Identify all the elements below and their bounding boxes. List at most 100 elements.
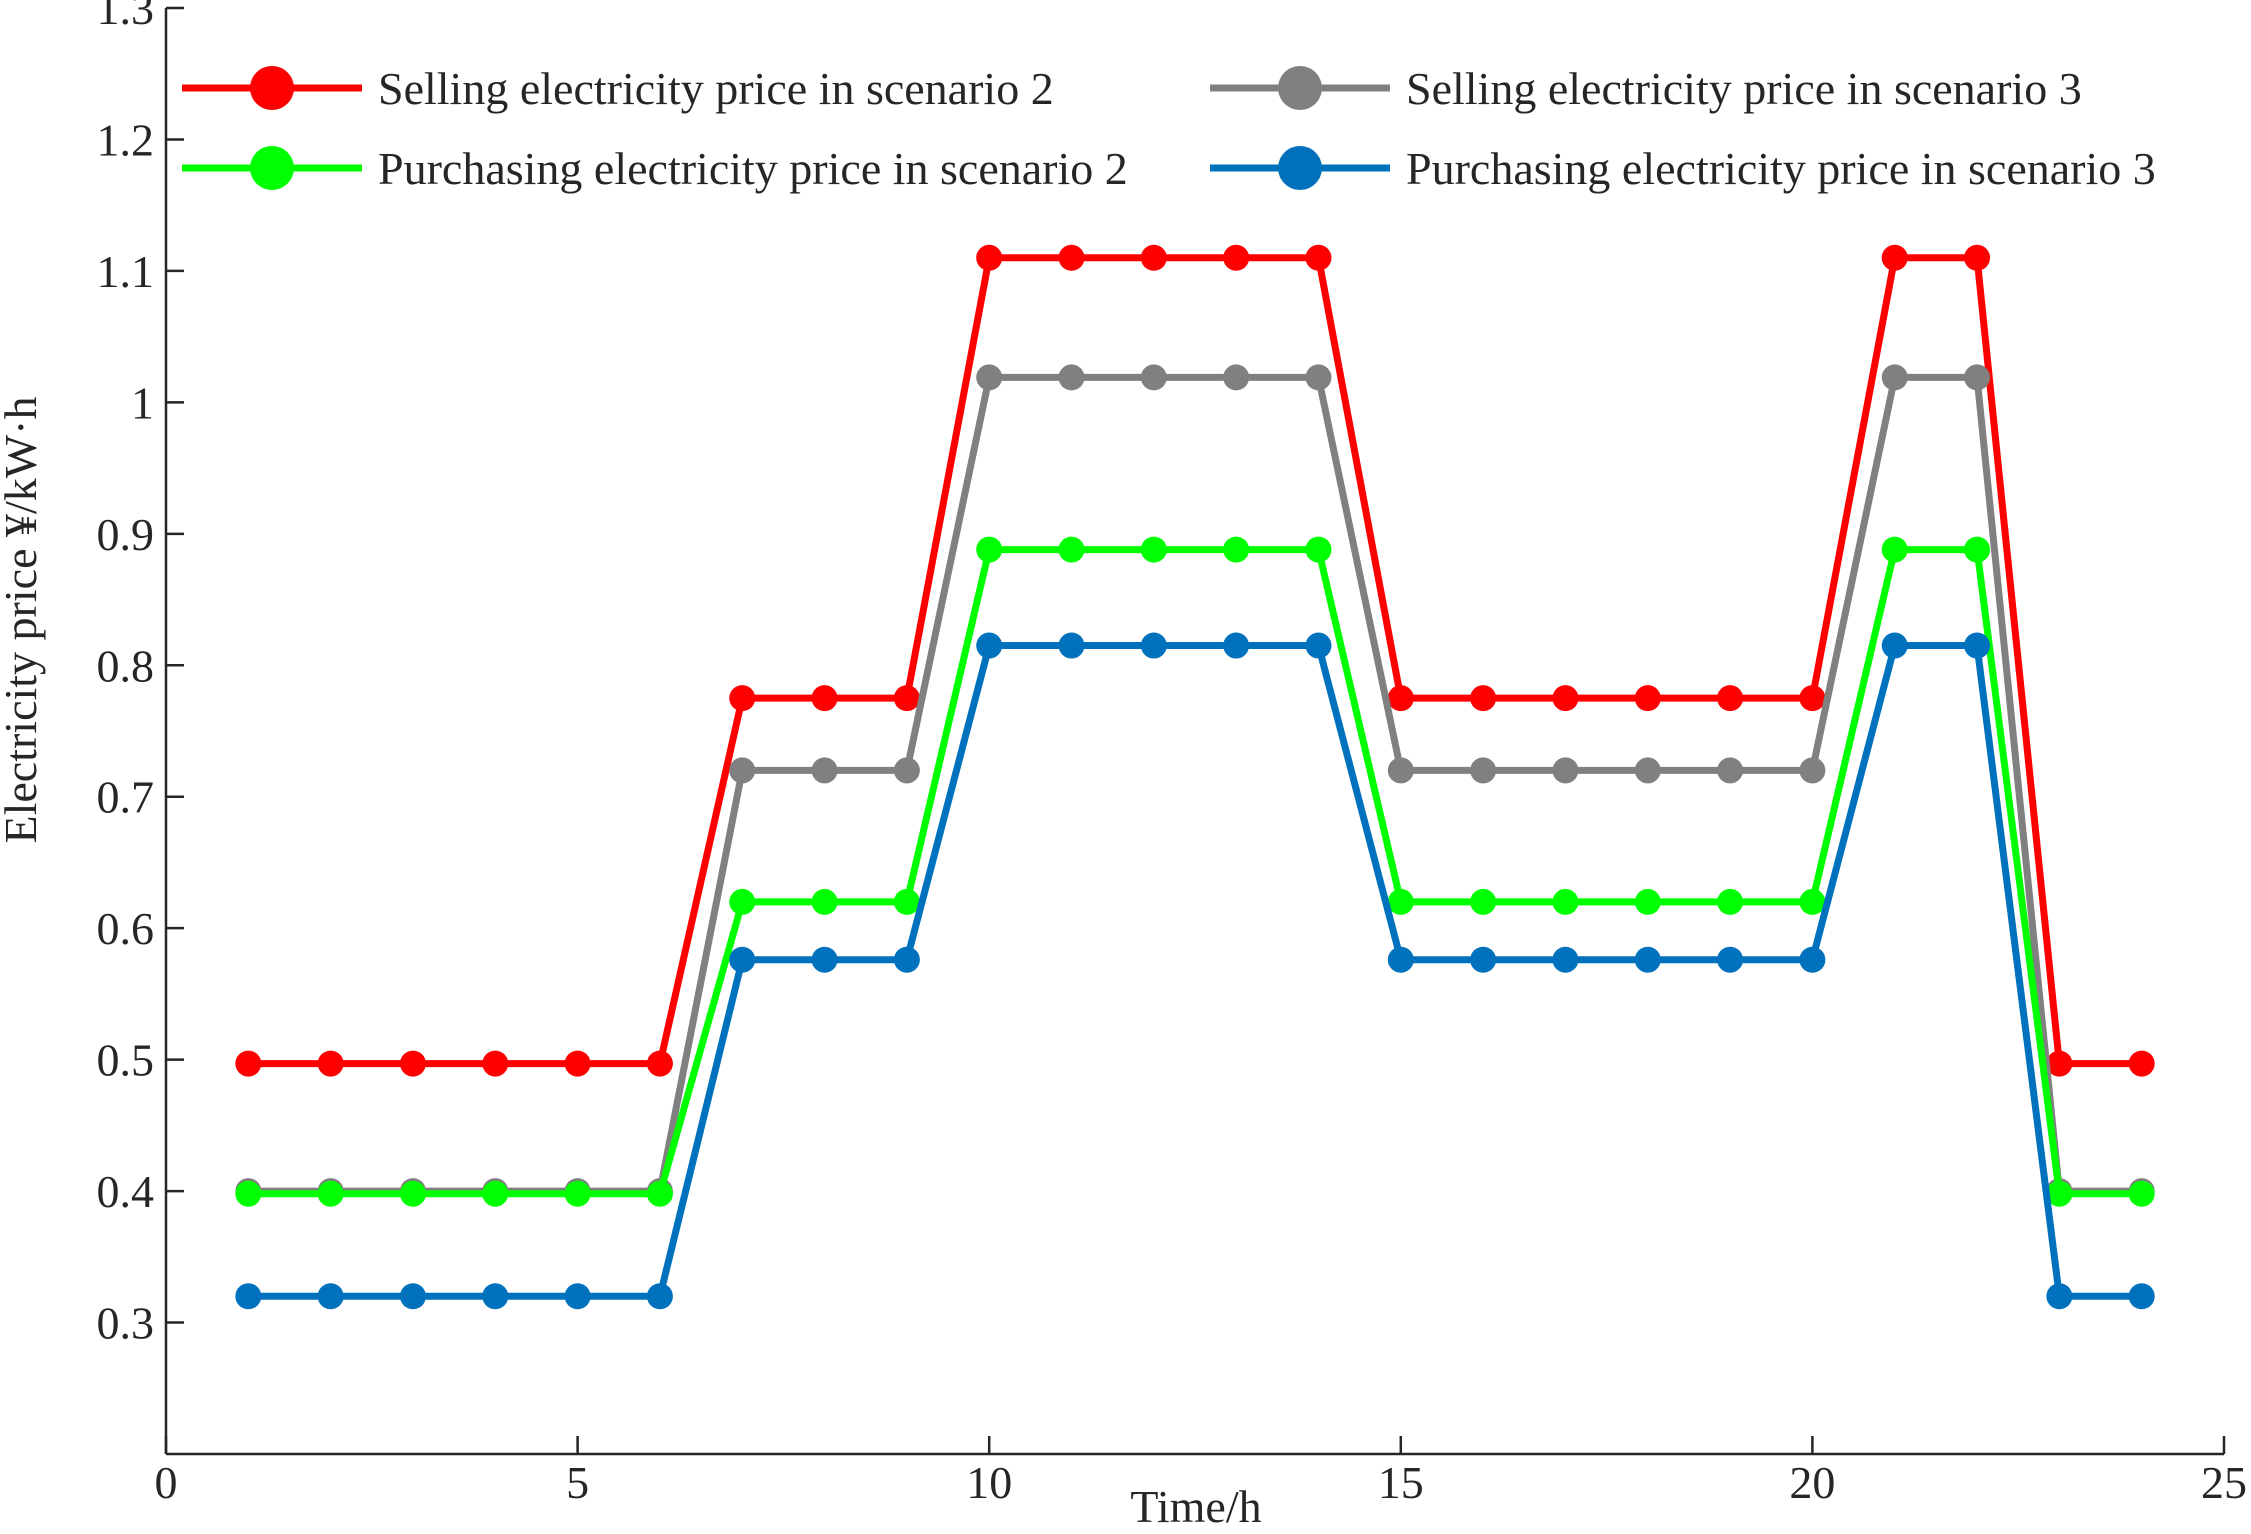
data-point	[399, 1283, 426, 1310]
data-point	[1881, 244, 1908, 271]
data-point	[1305, 364, 1332, 391]
series-line	[248, 254, 2142, 1068]
data-point	[811, 946, 838, 973]
data-point	[976, 244, 1003, 271]
data-point	[564, 1050, 591, 1077]
series-1	[235, 244, 2155, 1077]
data-point	[2128, 1180, 2155, 1207]
series-4	[235, 632, 2155, 1310]
y-tick-label: 1.3	[97, 0, 155, 34]
data-point	[893, 888, 920, 915]
data-point	[1717, 946, 1744, 973]
data-point	[1058, 536, 1085, 563]
data-point	[235, 1180, 262, 1207]
data-point	[811, 685, 838, 712]
y-tick-label: 0.5	[97, 1035, 155, 1086]
data-point	[1058, 244, 1085, 271]
y-tick-label: 0.4	[97, 1166, 155, 1217]
data-point	[1799, 888, 1826, 915]
legend-entry-1: Selling electricity price in scenario 2	[182, 63, 1054, 114]
data-point	[1223, 536, 1250, 563]
data-point	[1964, 244, 1991, 271]
y-tick-label: 1	[131, 377, 154, 428]
data-point	[1552, 685, 1579, 712]
y-axis-label: Electricity price ¥/kW·h	[0, 396, 46, 843]
data-point	[1140, 364, 1167, 391]
data-point	[1799, 685, 1826, 712]
data-point	[1634, 757, 1661, 784]
data-point	[729, 685, 756, 712]
legend-label: Purchasing electricity price in scenario…	[378, 143, 1128, 194]
data-point	[1223, 244, 1250, 271]
data-point	[1223, 364, 1250, 391]
legend-entry-3: Purchasing electricity price in scenario…	[182, 143, 1128, 194]
data-point	[976, 536, 1003, 563]
data-point	[1881, 632, 1908, 659]
data-point	[1470, 757, 1497, 784]
legend-entry-4: Purchasing electricity price in scenario…	[1210, 143, 2156, 194]
data-point	[811, 888, 838, 915]
data-point	[1552, 888, 1579, 915]
x-tick-label: 15	[1378, 1457, 1424, 1508]
data-point	[1717, 888, 1744, 915]
data-point	[1140, 244, 1167, 271]
data-point	[1058, 364, 1085, 391]
data-point	[729, 757, 756, 784]
data-point	[1552, 757, 1579, 784]
series-line	[248, 642, 2142, 1300]
x-axis-label: Time/h	[1130, 1481, 1261, 1529]
data-point	[235, 1283, 262, 1310]
data-point	[976, 632, 1003, 659]
data-point	[2128, 1283, 2155, 1310]
legend-label: Selling electricity price in scenario 3	[1406, 63, 2082, 114]
data-point	[1140, 536, 1167, 563]
data-point	[1799, 757, 1826, 784]
data-point	[729, 946, 756, 973]
data-point	[1964, 364, 1991, 391]
data-point	[1717, 685, 1744, 712]
series-3	[235, 536, 2155, 1207]
legend-marker	[250, 66, 294, 110]
y-tick-label: 0.3	[97, 1298, 155, 1349]
data-point	[893, 946, 920, 973]
data-point	[1552, 946, 1579, 973]
series-2	[235, 364, 2155, 1205]
x-tick-label: 5	[566, 1457, 589, 1508]
data-point	[646, 1283, 673, 1310]
data-point	[399, 1180, 426, 1207]
data-point	[1470, 685, 1497, 712]
legend-label: Selling electricity price in scenario 2	[378, 63, 1054, 114]
data-point	[1387, 946, 1414, 973]
data-point	[811, 757, 838, 784]
data-point	[1881, 364, 1908, 391]
data-point	[893, 685, 920, 712]
data-point	[317, 1050, 344, 1077]
legend-marker	[1278, 66, 1322, 110]
y-tick-label: 1.1	[97, 246, 155, 297]
y-tick-label: 0.6	[97, 903, 155, 954]
data-point	[2046, 1180, 2073, 1207]
data-point	[1387, 685, 1414, 712]
data-point	[482, 1283, 509, 1310]
data-point	[646, 1180, 673, 1207]
data-point	[399, 1050, 426, 1077]
data-point	[646, 1050, 673, 1077]
data-point	[1634, 946, 1661, 973]
data-point	[2046, 1283, 2073, 1310]
data-point	[1881, 536, 1908, 563]
data-point	[1305, 632, 1332, 659]
data-point	[1717, 757, 1744, 784]
y-tick-label: 0.8	[97, 640, 155, 691]
data-point	[317, 1180, 344, 1207]
data-point	[482, 1180, 509, 1207]
y-tick-label: 0.7	[97, 772, 155, 823]
axes: 0 5 10 15 20 25 0.3 0.4 0.5 0.6 0.7 0.8 0.9 1 1.1 1.2 1.…	[97, 0, 2248, 1508]
data-point	[1964, 536, 1991, 563]
data-point	[1799, 946, 1826, 973]
data-point	[976, 364, 1003, 391]
legend-label: Purchasing electricity price in scenario…	[1406, 143, 2156, 194]
data-point	[1387, 888, 1414, 915]
data-point	[1387, 757, 1414, 784]
series-line	[248, 546, 2142, 1198]
